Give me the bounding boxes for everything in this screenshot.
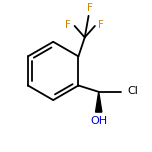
Polygon shape <box>95 92 102 112</box>
Text: OH: OH <box>90 116 107 126</box>
Text: F: F <box>87 3 93 13</box>
Text: F: F <box>65 20 71 30</box>
Text: Cl: Cl <box>128 86 138 96</box>
Text: F: F <box>98 20 104 30</box>
